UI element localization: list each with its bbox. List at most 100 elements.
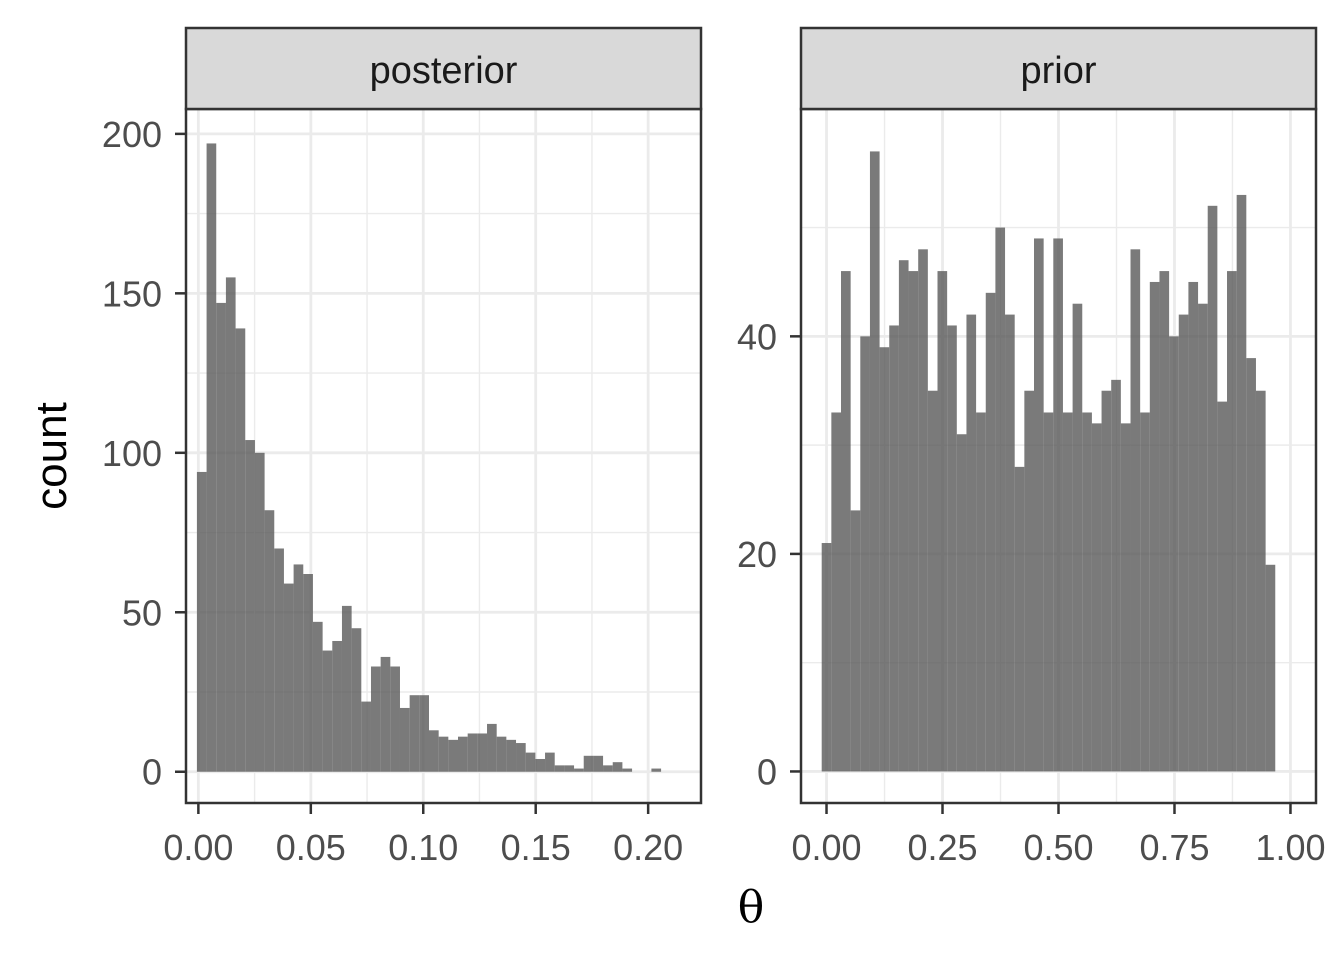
histogram-bar [409,695,420,772]
x-tick-label: 0.10 [388,827,458,868]
x-tick-label: 0.50 [1023,827,1093,868]
histogram-bar [254,452,265,772]
histogram-bar [283,583,294,772]
histogram-bar [264,510,275,772]
histogram-bar [966,314,977,772]
y-axis-title: count [27,402,76,510]
histogram-bar [245,440,255,772]
histogram-bar [1024,390,1035,772]
histogram-bar [516,743,526,772]
histogram-bar [535,758,546,772]
histogram-bar [1265,564,1276,772]
histogram-bar [1169,336,1179,772]
histogram-bar [927,390,938,772]
histogram-bar [206,143,217,772]
histogram-bar [564,765,575,772]
histogram-bar [487,723,497,772]
x-tick-label: 0.15 [501,827,571,868]
histogram-bar [380,656,391,772]
x-tick-label: 1.00 [1255,827,1325,868]
histogram-bar [1217,401,1228,772]
histogram-bar [467,733,478,772]
histogram-bar [603,765,613,772]
y-tick-label: 0 [757,751,777,792]
histogram-bar [840,271,851,772]
histogram-bar [274,548,284,772]
histogram-bar [1140,412,1150,772]
x-tick-label: 0.00 [791,827,861,868]
histogram-bar [322,650,333,772]
histogram-bar [496,736,507,772]
histogram-bar [908,271,919,772]
histogram-bar [879,347,890,772]
y-tick-label: 150 [102,273,162,314]
y-tick-label: 200 [102,114,162,155]
x-tick-label: 0.05 [276,827,346,868]
histogram-bar [850,510,861,772]
x-tick-label: 0.20 [613,827,683,868]
histogram-bar [428,730,439,772]
strip-background [184,26,703,111]
histogram-bar [438,736,449,772]
histogram-bar [1188,281,1199,772]
histogram-bar [506,739,517,772]
histogram-bar [898,260,909,772]
histogram-bar [995,227,1006,772]
histogram-bar [1072,303,1083,772]
histogram-bar [1034,238,1044,772]
strip-label-posterior: posterior [370,50,518,92]
histogram-bar [225,277,236,772]
histogram-bar [361,701,371,772]
histogram-bar [312,621,323,772]
histogram-bar [1178,314,1189,772]
histogram-bar [399,707,410,772]
histogram-bar [1120,423,1131,772]
histogram-bar [821,543,832,772]
histogram-bar [332,640,342,772]
histogram-bar [1062,412,1073,772]
histogram-bar [1091,423,1102,772]
histogram-bar [1082,412,1092,772]
strip-label-prior: prior [1020,50,1096,92]
histogram-bar [831,412,841,772]
histogram-bar [1255,390,1266,772]
histogram-bar [1236,194,1247,772]
x-tick-label: 0.25 [907,827,977,868]
histogram-bar [889,325,899,772]
histogram-bar [976,412,986,772]
histogram-bar [1198,303,1208,772]
histogram-bar [1014,466,1025,772]
histogram-bar [1101,390,1112,772]
histogram-bar [390,666,400,772]
histogram-bar [351,628,362,772]
histogram-bar [554,765,565,772]
histogram-bar [370,666,381,772]
histogram-bar [956,434,967,772]
histogram-bars [821,151,1276,772]
histogram-bar [525,752,536,772]
histogram-bar [869,151,880,772]
histogram-bar [1246,358,1256,772]
y-tick-label: 0 [142,752,162,793]
histogram-bar [1207,205,1218,772]
x-tick-label: 0.00 [163,827,233,868]
strip-background [799,26,1318,111]
histogram-bar [419,695,429,772]
histogram-bar [593,755,604,772]
facet-prior: prior 0.00 0.25 0.50 0.75 1.00 0 20 40 [737,26,1326,868]
histogram-bar [1159,271,1170,772]
histogram-bar [303,574,313,772]
histogram-bar [341,605,352,772]
histogram-bar [574,768,584,772]
histogram-bar [918,249,928,772]
histogram-bar [1227,271,1237,772]
histogram-bar [235,328,246,772]
histogram-bars [196,143,662,772]
histogram-bar [293,564,304,772]
y-tick-label: 100 [102,433,162,474]
y-tick-label: 20 [737,534,777,575]
y-tick-label: 40 [737,316,777,357]
histogram-bar [1005,314,1015,772]
histogram-bar [860,336,870,772]
